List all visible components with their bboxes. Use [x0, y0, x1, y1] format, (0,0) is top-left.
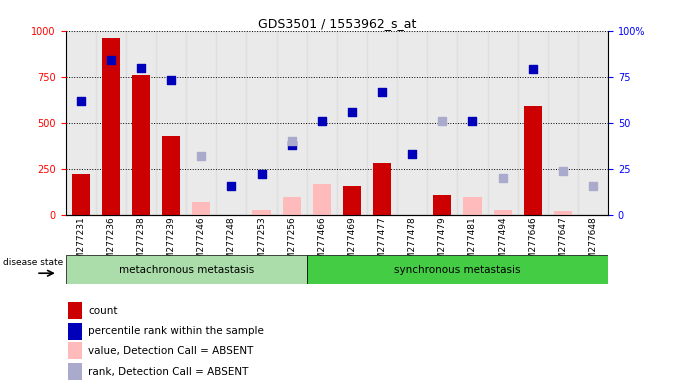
Bar: [126, 31, 156, 215]
Point: [527, 66, 538, 73]
Bar: [72, 174, 90, 215]
Bar: [313, 184, 331, 215]
Bar: [427, 31, 457, 215]
Point: [558, 168, 569, 174]
Bar: [524, 106, 542, 215]
Bar: [66, 255, 307, 284]
Point: [286, 142, 297, 148]
Bar: [307, 255, 608, 284]
Bar: [102, 38, 120, 215]
Text: synchronous metastasis: synchronous metastasis: [394, 265, 520, 275]
Point: [226, 182, 237, 189]
Point: [196, 153, 207, 159]
Bar: [343, 185, 361, 215]
Bar: [518, 31, 548, 215]
Bar: [367, 31, 397, 215]
Point: [587, 182, 598, 189]
Bar: [252, 210, 271, 215]
Bar: [397, 31, 427, 215]
Bar: [68, 323, 82, 339]
Point: [105, 57, 116, 63]
Bar: [337, 31, 367, 215]
Point: [377, 88, 388, 94]
Point: [135, 65, 146, 71]
Point: [316, 118, 328, 124]
Point: [166, 78, 177, 84]
Point: [286, 138, 297, 144]
Bar: [186, 31, 216, 215]
Bar: [433, 195, 451, 215]
Bar: [554, 211, 572, 215]
Text: value, Detection Call = ABSENT: value, Detection Call = ABSENT: [88, 346, 254, 356]
Bar: [68, 363, 82, 380]
Point: [75, 98, 86, 104]
Bar: [283, 197, 301, 215]
Bar: [162, 136, 180, 215]
Text: count: count: [88, 306, 118, 316]
Bar: [493, 210, 511, 215]
Bar: [373, 164, 391, 215]
Bar: [276, 31, 307, 215]
Point: [497, 175, 508, 181]
Point: [256, 171, 267, 177]
Text: percentile rank within the sample: percentile rank within the sample: [88, 326, 265, 336]
Bar: [68, 303, 82, 319]
Bar: [247, 31, 276, 215]
Bar: [578, 31, 608, 215]
Title: GDS3501 / 1553962_s_at: GDS3501 / 1553962_s_at: [258, 17, 416, 30]
Bar: [192, 202, 210, 215]
Text: rank, Detection Call = ABSENT: rank, Detection Call = ABSENT: [88, 367, 249, 377]
Point: [346, 109, 357, 115]
Bar: [132, 75, 150, 215]
Bar: [68, 342, 82, 359]
Point: [407, 151, 418, 157]
Point: [467, 118, 478, 124]
Bar: [66, 31, 96, 215]
Point: [437, 118, 448, 124]
Text: disease state: disease state: [3, 258, 64, 267]
Bar: [156, 31, 186, 215]
Bar: [307, 31, 337, 215]
Bar: [457, 31, 488, 215]
Bar: [96, 31, 126, 215]
Bar: [488, 31, 518, 215]
Text: metachronous metastasis: metachronous metastasis: [119, 265, 254, 275]
Bar: [548, 31, 578, 215]
Bar: [216, 31, 247, 215]
Bar: [464, 197, 482, 215]
